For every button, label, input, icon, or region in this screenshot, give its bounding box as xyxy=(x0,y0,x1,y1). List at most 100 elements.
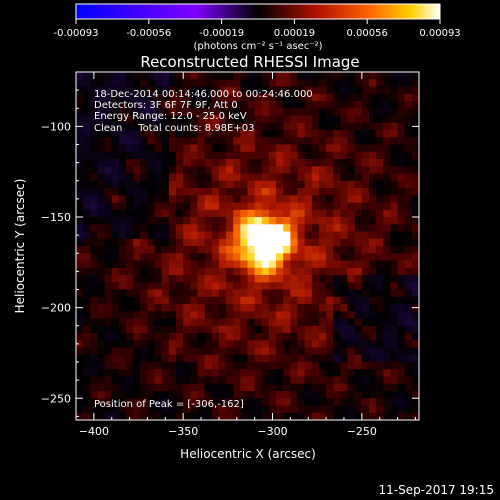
heatmap-cell xyxy=(326,246,334,254)
heatmap-cell xyxy=(240,188,249,196)
heatmap-cell xyxy=(197,86,206,95)
heatmap-cell xyxy=(411,246,419,254)
heatmap-cell xyxy=(297,79,306,88)
heatmap-cell xyxy=(211,72,220,80)
heatmap-cell xyxy=(118,180,127,189)
heatmap-cell xyxy=(147,246,156,254)
heatmap-cell xyxy=(183,275,191,283)
heatmap-cell xyxy=(304,354,313,363)
heatmap-cell xyxy=(319,115,327,124)
heatmap-cell xyxy=(104,333,113,341)
heatmap-cell xyxy=(90,195,99,204)
heatmap-cell xyxy=(118,311,127,320)
heatmap-cell xyxy=(147,108,156,117)
heatmap-cell xyxy=(276,383,284,392)
heatmap-cell xyxy=(404,195,413,204)
heatmap-cell xyxy=(226,296,234,305)
heatmap-cell xyxy=(211,354,220,363)
heatmap-cell xyxy=(197,246,206,254)
heatmap-cell xyxy=(354,333,363,341)
heatmap-cell xyxy=(154,282,163,291)
heatmap-cell xyxy=(176,246,184,254)
heatmap-cell xyxy=(390,101,399,109)
heatmap-cell xyxy=(147,130,156,138)
heatmap-cell xyxy=(376,166,384,175)
heatmap-cell xyxy=(176,289,184,298)
heatmap-cell xyxy=(183,246,191,254)
heatmap-cell xyxy=(340,159,349,167)
heatmap-cell xyxy=(261,86,270,95)
heatmap-cell xyxy=(333,296,342,305)
heatmap-cell xyxy=(319,405,327,414)
heatmap-image xyxy=(76,72,419,420)
heatmap-cell xyxy=(361,304,370,312)
heatmap-cell xyxy=(283,369,291,378)
heatmap-cell xyxy=(297,354,306,363)
heatmap-cell xyxy=(411,318,419,327)
heatmap-cell xyxy=(190,340,199,349)
heatmap-cell xyxy=(311,238,320,247)
heatmap-cell xyxy=(226,122,234,131)
heatmap-cell xyxy=(369,122,377,131)
heatmap-cell xyxy=(411,296,419,305)
heatmap-cell xyxy=(204,333,213,341)
heatmap-cell xyxy=(126,108,134,117)
heatmap-cell xyxy=(290,253,299,262)
heatmap-cell xyxy=(218,173,227,182)
heatmap-cell xyxy=(376,311,384,320)
heatmap-cell xyxy=(104,166,113,175)
heatmap-cell xyxy=(204,405,213,414)
heatmap-cell xyxy=(261,260,270,269)
heatmap-cell xyxy=(197,333,206,341)
heatmap-cell xyxy=(154,108,163,117)
heatmap-cell xyxy=(154,93,163,102)
heatmap-cell xyxy=(340,202,349,211)
heatmap-cell xyxy=(147,217,156,225)
heatmap-cell xyxy=(104,173,113,182)
heatmap-cell xyxy=(204,282,213,291)
heatmap-cell xyxy=(183,173,191,182)
heatmap-cell xyxy=(168,391,177,399)
x-axis-label: Heliocentric X (arcsec) xyxy=(180,447,316,461)
heatmap-cell xyxy=(176,340,184,349)
heatmap-cell xyxy=(161,354,170,363)
heatmap-cell xyxy=(361,275,370,283)
heatmap-cell xyxy=(340,362,349,370)
heatmap-cell xyxy=(161,166,170,175)
heatmap-cell xyxy=(326,340,334,349)
heatmap-cell xyxy=(76,383,84,392)
heatmap-cell xyxy=(390,93,399,102)
heatmap-cell xyxy=(126,224,134,233)
heatmap-cell xyxy=(411,289,419,298)
heatmap-cell xyxy=(197,318,206,327)
heatmap-cell xyxy=(133,137,141,146)
heatmap-cell xyxy=(111,362,120,370)
heatmap-cell xyxy=(361,144,370,153)
heatmap-cell xyxy=(247,333,256,341)
heatmap-cell xyxy=(369,304,377,312)
heatmap-cell xyxy=(133,101,141,109)
heatmap-cell xyxy=(154,318,163,327)
heatmap-cell xyxy=(111,137,120,146)
heatmap-cell xyxy=(111,289,120,298)
heatmap-cell xyxy=(354,304,363,312)
heatmap-cell xyxy=(90,202,99,211)
heatmap-cell xyxy=(140,217,149,225)
heatmap-cell xyxy=(197,260,206,269)
heatmap-cell xyxy=(104,311,113,320)
heatmap-cell xyxy=(233,398,241,407)
heatmap-cell xyxy=(140,362,149,370)
heatmap-cell xyxy=(83,130,91,138)
heatmap-cell xyxy=(404,72,413,80)
heatmap-cell xyxy=(104,405,113,414)
heatmap-cell xyxy=(126,180,134,189)
heatmap-cell xyxy=(211,195,220,204)
heatmap-cell xyxy=(333,166,342,175)
heatmap-cell xyxy=(311,362,320,370)
heatmap-cell xyxy=(283,173,291,182)
heatmap-cell xyxy=(90,79,99,88)
heatmap-cell xyxy=(390,405,399,414)
heatmap-cell xyxy=(218,115,227,124)
heatmap-cell xyxy=(297,304,306,312)
heatmap-cell xyxy=(83,325,91,334)
